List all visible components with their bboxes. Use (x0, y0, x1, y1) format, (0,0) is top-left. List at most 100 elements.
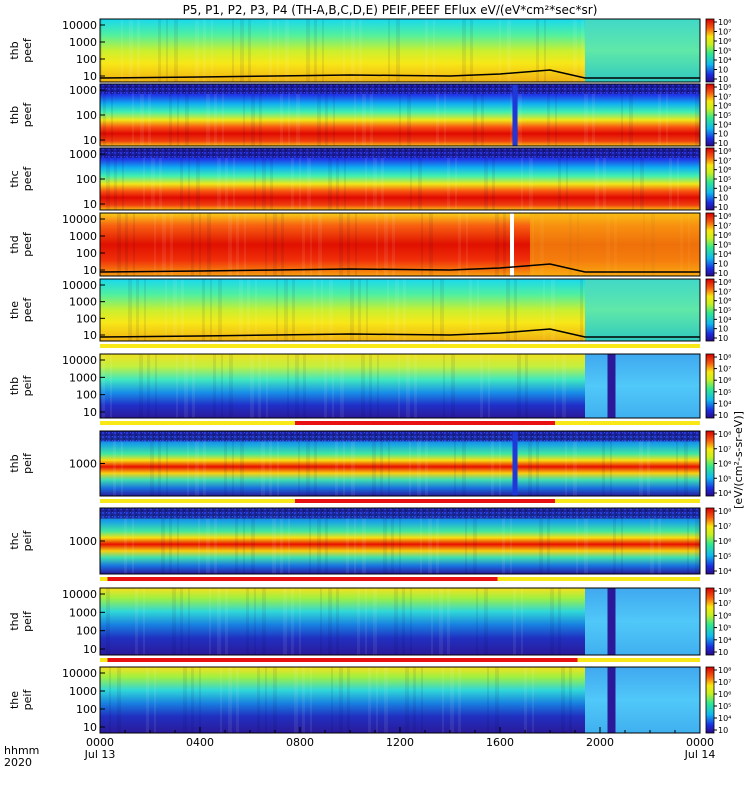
texture-stripe (191, 667, 194, 733)
x-tick-label: 0800 (286, 736, 314, 749)
texture-stripe (358, 279, 361, 341)
x-axis-row-label-year: 2020 (4, 756, 32, 769)
texture-stripe (403, 279, 406, 341)
dark-column (513, 431, 518, 496)
panel-y-label: thc peef (8, 166, 34, 192)
late-day-region (585, 354, 700, 418)
texture-stripe (117, 667, 121, 733)
colorbar: 10⁲10⁳10⁴10⁵10⁶10⁷10⁸ (706, 212, 731, 278)
texture-stripe (292, 279, 295, 341)
y-tick-label: 10000 (62, 19, 97, 32)
texture-stripe (265, 213, 267, 276)
colorbar-tick-label: 10⁲ (718, 334, 728, 343)
texture-stripe (295, 354, 299, 418)
panel-y-label: thb peef (8, 37, 34, 63)
colorbar: 10⁳ 10⁴ 10⁵ 10⁶ 10⁷ 10⁸ (706, 353, 731, 420)
texture-stripe (351, 19, 355, 82)
texture-stripe (558, 588, 561, 655)
texture-stripe (336, 588, 339, 655)
texture-stripe (266, 354, 268, 418)
late-day-region (585, 19, 700, 82)
texture-stripe (488, 354, 490, 418)
texture-stripe (302, 667, 305, 733)
colorbar: 10⁴ 10⁵ 10⁶ 10⁷ 10⁸ (706, 430, 731, 498)
colorbar-tick-label: 10⁷ (718, 678, 731, 687)
y-tick-label: 10 (83, 329, 97, 342)
colorbar-tick-label: 10⁸ (718, 83, 731, 92)
colorbar-tick-label: 10⁳ (718, 194, 728, 203)
spectrogram-panel: thc peif 1000 (8, 508, 700, 574)
texture-stripe (128, 279, 132, 341)
mode-bar (100, 344, 700, 348)
texture-stripe (273, 667, 277, 733)
texture-stripe (396, 19, 400, 82)
colorbar-tick-label: 10⁶ (718, 376, 731, 385)
texture-stripe (195, 19, 199, 82)
texture-stripe (357, 588, 360, 655)
late-day-region (585, 588, 700, 655)
colorbar-tick-label: 10⁸ (718, 18, 731, 27)
texture-stripe (388, 19, 390, 82)
texture-stripe (287, 354, 289, 418)
colorbar: 10⁲10⁳10⁴10⁵10⁶10⁷10⁸ (706, 18, 731, 84)
dark-column (608, 667, 616, 733)
texture-stripe (228, 213, 232, 276)
texture-stripe (476, 588, 478, 655)
texture-stripe (170, 213, 173, 276)
colorbar-ramp (706, 508, 714, 574)
y-tick-label: 100 (76, 53, 97, 66)
colorbar-tick-label: 10⁴ (718, 315, 731, 324)
y-tick-label: 1000 (69, 36, 97, 49)
x-date-label: Jul 13 (84, 748, 116, 761)
texture-stripe (376, 667, 378, 733)
texture-stripe (306, 19, 310, 82)
texture-stripe (524, 667, 527, 733)
texture-stripe (139, 354, 143, 418)
colorbar-tick-label: 10⁵ (718, 552, 731, 561)
texture-stripe (517, 354, 521, 418)
colorbar: 10⁲10⁳10⁴10⁵10⁶10⁷10⁸ (706, 147, 731, 212)
texture-stripe (162, 213, 166, 276)
dark-column (513, 84, 518, 146)
texture-stripe (174, 19, 178, 82)
texture-stripe (581, 19, 584, 82)
mode-bar-fast (108, 658, 578, 662)
y-tick-label: 100 (76, 312, 97, 325)
probe-label: thb (8, 106, 21, 124)
texture-stripe (232, 19, 234, 82)
colorbar-tick-label: 10⁶ (718, 37, 731, 46)
texture-stripe (244, 213, 246, 276)
spectrogram-panel: the peef10100100010000 (8, 279, 701, 342)
texture-stripe (211, 19, 213, 82)
spectrogram-panel: thc peef101001000 (8, 148, 700, 211)
probe-label: the (8, 691, 21, 709)
colorbar-ramp (706, 213, 714, 276)
texture-stripe (109, 667, 111, 733)
texture-stripe (525, 354, 528, 418)
probe-label: thc (8, 170, 21, 187)
texture-stripe (248, 19, 251, 82)
texture-stripe (442, 667, 444, 733)
noise-band (100, 431, 700, 441)
colorbar-tick-label: 10⁴ (718, 250, 731, 259)
texture-stripe (343, 19, 345, 82)
texture-stripe (477, 279, 479, 341)
y-tick-label: 10 (83, 198, 97, 211)
probe-label: thb (8, 377, 21, 395)
probe-label: the (8, 301, 21, 319)
colorbar-tick-label: 10⁳ (718, 726, 728, 735)
y-tick-label: 10000 (62, 354, 97, 367)
y-tick-label: 10000 (62, 588, 97, 601)
colorbar-tick-label: 10⁴ (718, 567, 731, 576)
late-day-region (585, 279, 700, 341)
texture-stripe (532, 667, 534, 733)
colorbar: 10⁲10⁳10⁴10⁵10⁶10⁷10⁸ (706, 83, 731, 148)
texture-stripe (154, 667, 156, 733)
texture-stripe (229, 354, 233, 418)
colorbar-tick-label: 10⁸ (718, 587, 731, 596)
colorbar-tick-label: 10⁲ (718, 203, 728, 212)
y-tick-label: 100 (76, 625, 97, 638)
x-tick-label: 0400 (186, 736, 214, 749)
colorbar-tick-label: 10⁷ (718, 92, 731, 101)
texture-stripe (402, 588, 405, 655)
